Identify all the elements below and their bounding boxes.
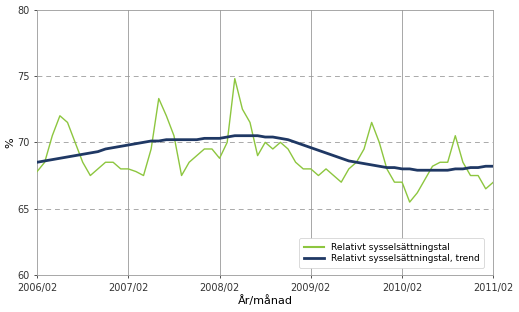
Legend: Relativt sysselsättningstal, Relativt sysselsättningstal, trend: Relativt sysselsättningstal, Relativt sy… — [299, 238, 484, 268]
Y-axis label: %: % — [6, 137, 16, 148]
X-axis label: År/månad: År/månad — [238, 295, 293, 306]
